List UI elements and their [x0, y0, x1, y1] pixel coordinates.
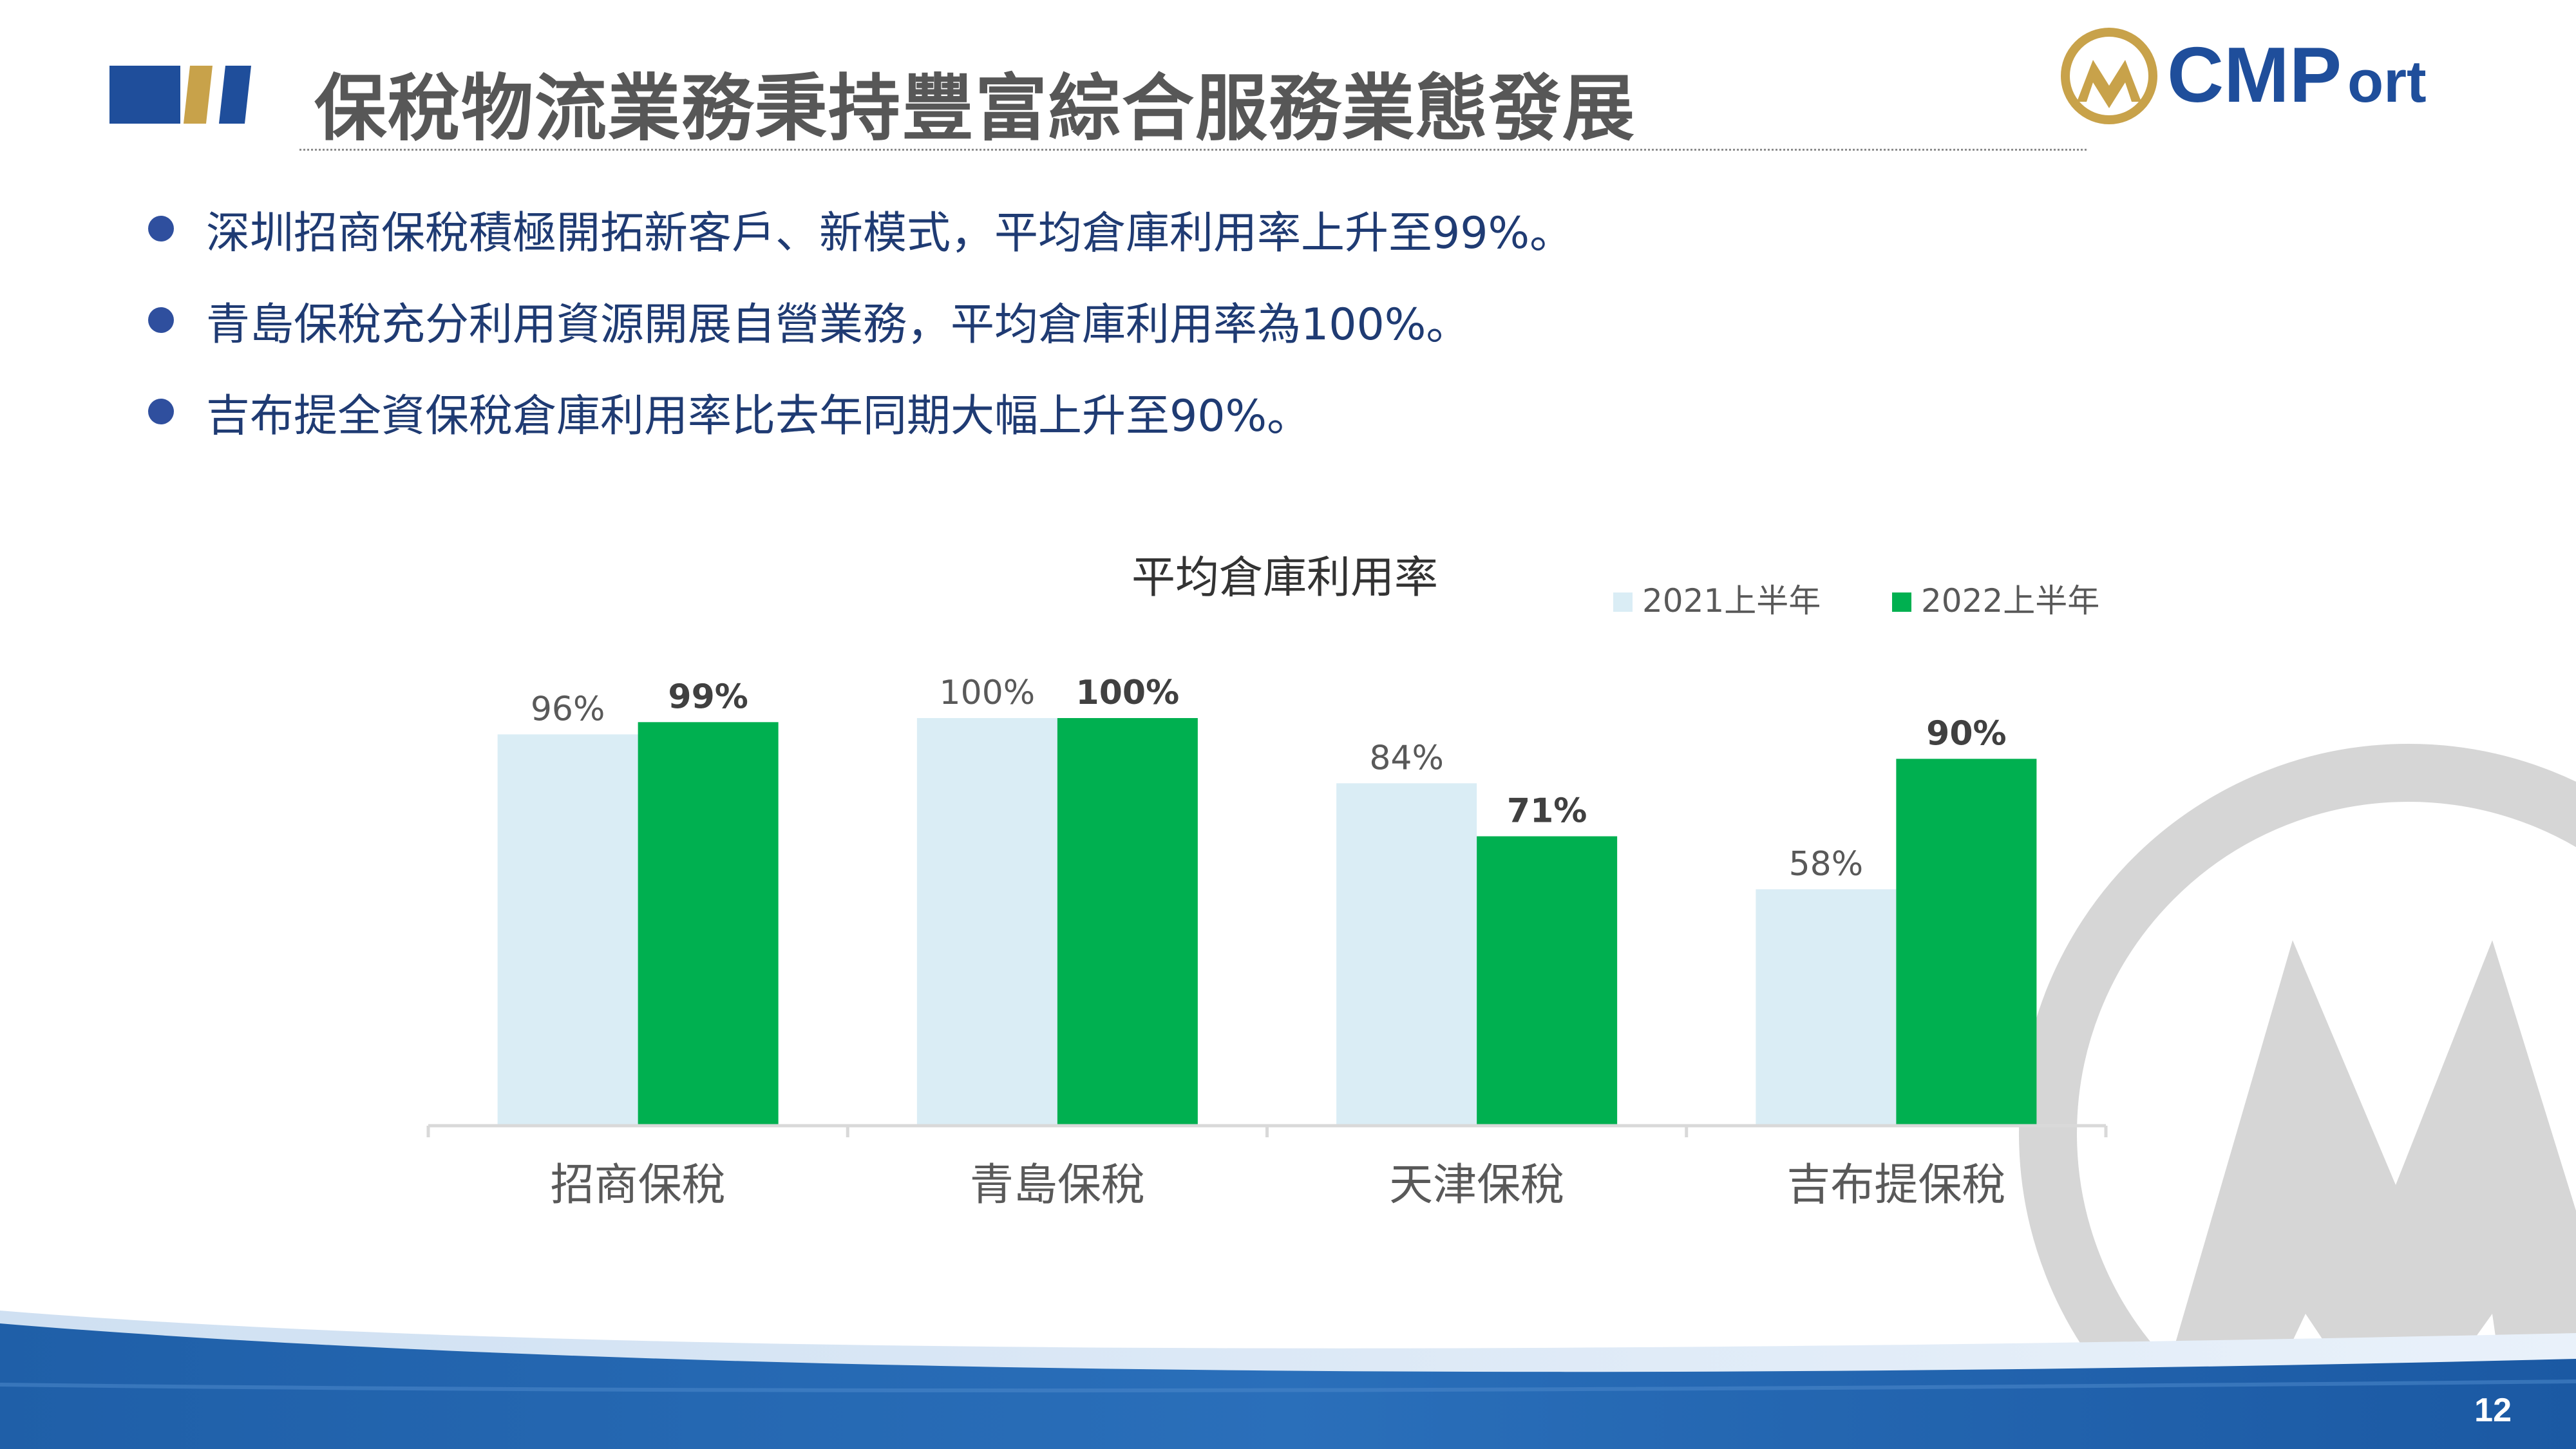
bullet-item: 深圳招商保稅積極開拓新客戶、新模式，平均倉庫利用率上升至99%。	[148, 200, 1574, 259]
chart-title: 平均倉庫利用率	[1132, 553, 1438, 603]
data-label: 58%	[1789, 845, 1864, 884]
legend-label: 2022上半年	[1921, 582, 2099, 620]
category-label: 天津保稅	[1389, 1160, 1564, 1211]
page-number: 12	[2474, 1392, 2512, 1429]
data-label: 90%	[1926, 714, 2006, 753]
legend-swatch	[1892, 592, 1911, 612]
bar-2022	[638, 722, 779, 1126]
bar-2021	[1756, 889, 1897, 1126]
bar-2022	[1477, 836, 1618, 1126]
bar-2021	[916, 718, 1057, 1126]
data-label: 84%	[1369, 739, 1444, 777]
chart-value-labels: 96% 99% 100% 100% 84% 71% 58% 90%	[531, 674, 2007, 884]
legend-label: 2021上半年	[1642, 582, 1821, 620]
chart-bars	[497, 718, 2037, 1126]
category-label: 吉布提保稅	[1786, 1160, 2005, 1211]
bullet-text: 青島保稅充分利用資源開展自營業務，平均倉庫利用率為100%。	[206, 299, 1470, 350]
page-title: 保稅物流業務秉持豐富綜合服務業態發展	[314, 67, 1636, 151]
chart-x-axis	[426, 1124, 2108, 1137]
bar-2022	[1057, 718, 1198, 1126]
bullet-dot-icon	[148, 307, 174, 333]
bullet-dot-icon	[148, 399, 174, 424]
bar-2022	[1896, 759, 2037, 1126]
title-divider	[299, 149, 2087, 151]
logo-wordmark: CMP	[2167, 31, 2342, 118]
cmport-logo: CMP ort	[2061, 28, 2427, 124]
category-label: 青島保稅	[970, 1160, 1145, 1211]
bullet-item: 吉布提全資保稅倉庫利用率比去年同期大幅上升至90%。	[148, 383, 1311, 442]
chart-category-labels: 招商保稅 青島保稅 天津保稅 吉布提保稅	[551, 1160, 2006, 1211]
bullet-text: 深圳招商保稅積極開拓新客戶、新模式，平均倉庫利用率上升至99%。	[206, 207, 1574, 259]
data-label: 96%	[531, 690, 605, 728]
bar-2021	[497, 734, 638, 1126]
data-label: 100%	[940, 674, 1036, 712]
legend-swatch	[1613, 592, 1633, 612]
category-label: 招商保稅	[551, 1160, 726, 1211]
bullet-dot-icon	[148, 216, 174, 242]
bullet-item: 青島保稅充分利用資源開展自營業務，平均倉庫利用率為100%。	[148, 291, 1470, 350]
svg-text:ort: ort	[2347, 49, 2427, 115]
bullet-text: 吉布提全資保稅倉庫利用率比去年同期大幅上升至90%。	[206, 390, 1311, 442]
chart-legend: 2021上半年 2022上半年	[1613, 582, 2099, 620]
data-label: 71%	[1507, 792, 1587, 831]
bar-2021	[1336, 783, 1477, 1126]
data-label: 100%	[1076, 674, 1180, 712]
data-label: 99%	[668, 677, 748, 716]
title-bars-icon	[109, 66, 251, 124]
